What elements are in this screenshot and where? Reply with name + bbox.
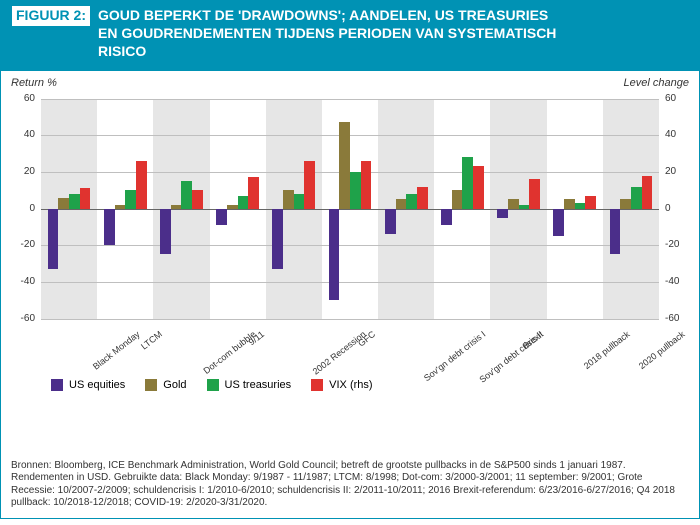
bar [115, 205, 126, 209]
bar [160, 209, 171, 255]
right-y-axis-label: Level change [624, 77, 689, 89]
bar [529, 179, 540, 208]
plot-region [41, 99, 659, 319]
left-y-tick: 20 [5, 166, 35, 177]
bar [104, 209, 115, 246]
bar [192, 190, 203, 208]
legend-label: Gold [163, 379, 186, 391]
right-y-tick: -40 [665, 276, 695, 287]
bar [171, 205, 182, 209]
figure-title-line2: EN GOUDRENDEMENTEN TIJDENS PERIODEN VAN … [98, 25, 556, 41]
bar [294, 194, 305, 209]
right-y-tick: 0 [665, 203, 695, 214]
bar [564, 199, 575, 208]
legend-swatch [145, 379, 157, 391]
right-y-tick: -60 [665, 313, 695, 324]
bar [473, 166, 484, 208]
chart-area: Return % Level change Black MondayLTCMDo… [0, 71, 700, 519]
gridline [41, 99, 659, 100]
legend-swatch [51, 379, 63, 391]
bar [283, 190, 294, 208]
bar [238, 196, 249, 209]
bar [69, 194, 80, 209]
category-label: 2020 pullback [636, 329, 686, 371]
gridline [41, 135, 659, 136]
legend-item: US equities [51, 379, 125, 391]
legend-item: Gold [145, 379, 186, 391]
left-y-tick: -20 [5, 239, 35, 250]
right-y-tick: -20 [665, 239, 695, 250]
category-label: LTCM [139, 329, 164, 352]
right-y-tick: 40 [665, 129, 695, 140]
zero-line [41, 209, 659, 210]
bar [272, 209, 283, 270]
gridline [41, 245, 659, 246]
bar [181, 181, 192, 209]
figure-title: GOUD BEPERKT DE 'DRAWDOWNS'; AANDELEN, U… [98, 6, 556, 61]
bar [441, 209, 452, 226]
bar [304, 161, 315, 209]
category-label: Black Monday [91, 329, 142, 372]
bar [508, 199, 519, 208]
category-label: Sov'gn debt crisis I [422, 329, 487, 383]
legend-swatch [207, 379, 219, 391]
bar [80, 188, 91, 208]
right-y-tick: 60 [665, 93, 695, 104]
left-y-tick: 40 [5, 129, 35, 140]
bar [631, 187, 642, 209]
left-y-axis-label: Return % [11, 77, 57, 89]
left-y-tick: -40 [5, 276, 35, 287]
legend-label: VIX (rhs) [329, 379, 372, 391]
bar [350, 172, 361, 209]
bar [248, 177, 259, 208]
category-label: Brexit [520, 329, 544, 351]
legend-label: US equities [69, 379, 125, 391]
bar [406, 194, 417, 209]
bar [417, 187, 428, 209]
category-label: 2018 pullback [582, 329, 632, 371]
bar [585, 196, 596, 209]
bar [227, 205, 238, 209]
bar [553, 209, 564, 237]
legend-swatch [311, 379, 323, 391]
bar [385, 209, 396, 235]
left-y-tick: 60 [5, 93, 35, 104]
legend: US equities Gold US treasuries VIX (rhs) [51, 379, 393, 394]
bar [519, 205, 530, 209]
bar [48, 209, 59, 270]
bar [396, 199, 407, 208]
legend-item: VIX (rhs) [311, 379, 372, 391]
bar [136, 161, 147, 209]
bar [642, 176, 653, 209]
bar [620, 199, 631, 208]
bar [361, 161, 372, 209]
bar [462, 157, 473, 208]
bar [125, 190, 136, 208]
figure-container: FIGUUR 2: GOUD BEPERKT DE 'DRAWDOWNS'; A… [0, 0, 700, 525]
figure-header: FIGUUR 2: GOUD BEPERKT DE 'DRAWDOWNS'; A… [0, 0, 700, 71]
figure-number-label: FIGUUR 2: [12, 6, 90, 26]
left-y-tick: 0 [5, 203, 35, 214]
bar [497, 209, 508, 218]
footnote-text: Bronnen: Bloomberg, ICE Benchmark Admini… [11, 460, 689, 510]
bar [610, 209, 621, 255]
bar [216, 209, 227, 226]
gridline [41, 319, 659, 320]
bar [452, 190, 463, 208]
bar [339, 122, 350, 208]
legend-item: US treasuries [207, 379, 292, 391]
category-label: 2002 Recession [311, 329, 368, 377]
bar [58, 198, 69, 209]
legend-label: US treasuries [225, 379, 292, 391]
left-y-tick: -60 [5, 313, 35, 324]
figure-title-line1: GOUD BEPERKT DE 'DRAWDOWNS'; AANDELEN, U… [98, 7, 548, 23]
figure-title-line3: RISICO [98, 43, 146, 59]
right-y-tick: 20 [665, 166, 695, 177]
gridline [41, 282, 659, 283]
bar [329, 209, 340, 301]
bar [575, 203, 586, 209]
